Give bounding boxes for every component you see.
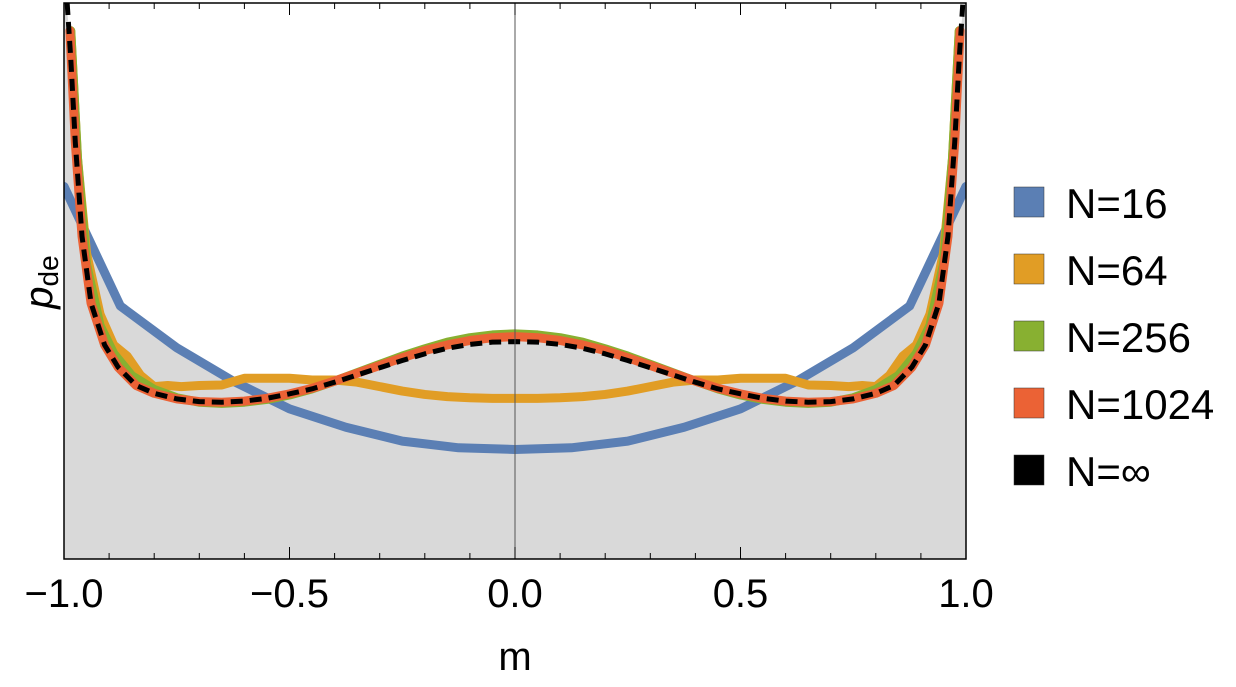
y-axis-label: pde (17, 255, 64, 309)
x-tick-label: 0.5 (713, 572, 769, 616)
legend-label: N=64 (1066, 247, 1168, 294)
x-axis-label: m (498, 635, 531, 679)
legend-label: N=∞ (1066, 448, 1151, 495)
legend-swatch (1013, 387, 1045, 419)
legend-swatch (1013, 253, 1045, 285)
legend-label: N=256 (1066, 314, 1191, 361)
legend: N=16 N=64 N=256 N=1024 N=∞ (1013, 180, 1214, 495)
x-tick-labels: −1.0 −0.5 0.0 0.5 1.0 (25, 572, 994, 616)
legend-swatch (1013, 186, 1045, 218)
legend-label: N=1024 (1066, 381, 1214, 428)
x-tick-label: 0.0 (487, 572, 543, 616)
legend-label: N=16 (1066, 180, 1168, 227)
svg-text:pde: pde (17, 255, 64, 309)
y-axis-label-sub: de (33, 255, 64, 286)
x-tick-label: 1.0 (938, 572, 994, 616)
fill-under-curves (64, 3, 966, 559)
x-tick-label: −0.5 (250, 572, 329, 616)
legend-swatch (1013, 454, 1045, 486)
legend-swatch (1013, 320, 1045, 352)
x-ticks (63, 3, 967, 559)
y-axis-label-main: p (17, 286, 61, 309)
fill-area (64, 3, 966, 559)
x-tick-label: −1.0 (25, 572, 104, 616)
